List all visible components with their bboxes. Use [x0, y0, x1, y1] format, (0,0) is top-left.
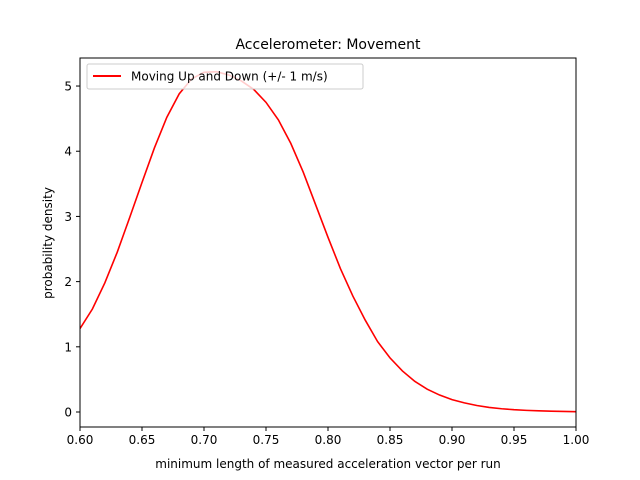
x-tick-label: 0.65: [129, 433, 156, 447]
x-tick-label: 0.70: [191, 433, 218, 447]
x-tick-label: 0.60: [67, 433, 94, 447]
y-tick-label: 5: [64, 80, 72, 94]
y-tick-label: 3: [64, 210, 72, 224]
x-axis-label: minimum length of measured acceleration …: [155, 457, 500, 471]
series-line-0: [80, 70, 576, 413]
x-tick-label: 0.90: [439, 433, 466, 447]
x-tick-label: 0.85: [377, 433, 404, 447]
axes: 0.60 0.65 0.70 0.75 0.80 0.85 0.90 0.95 1.00 0 1 2 3…: [64, 57, 590, 447]
legend-label: Moving Up and Down (+/- 1 m/s): [131, 70, 328, 84]
y-axis-label: probability density: [41, 187, 55, 299]
y-tick-label: 4: [64, 145, 72, 159]
y-tick-label: 0: [64, 406, 72, 420]
x-tick-label: 0.80: [315, 433, 342, 447]
x-tick-label: 0.95: [501, 433, 528, 447]
y-tick-label: 2: [64, 275, 72, 289]
x-tick-label: 1.00: [563, 433, 590, 447]
legend-box: [86, 63, 364, 90]
x-tick-label: 0.75: [253, 433, 280, 447]
chart-title: Accelerometer: Movement: [235, 37, 421, 53]
legend: Moving Up and Down (+/- 1 m/s): [86, 63, 364, 90]
plot-area: [80, 70, 576, 413]
y-tick-label: 1: [64, 340, 72, 354]
